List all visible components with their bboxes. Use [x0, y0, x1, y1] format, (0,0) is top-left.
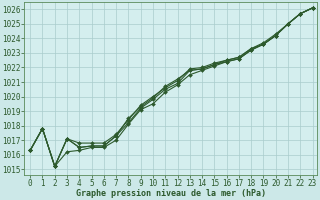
X-axis label: Graphe pression niveau de la mer (hPa): Graphe pression niveau de la mer (hPa)	[76, 189, 266, 198]
